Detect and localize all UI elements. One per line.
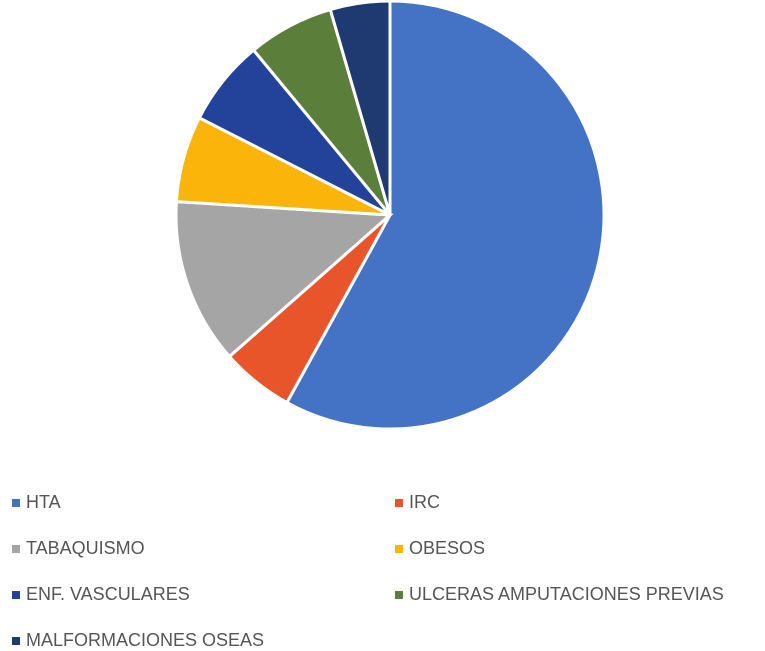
legend-label: ENF. VASCULARES <box>26 584 190 604</box>
pie-slice <box>174 199 394 359</box>
legend-label: ULCERAS AMPUTACIONES PREVIAS <box>409 584 724 604</box>
legend-swatch <box>12 545 20 553</box>
legend-label: HTA <box>26 492 61 512</box>
legend-swatch <box>12 591 20 599</box>
pie-slice <box>284 0 606 431</box>
legend-swatch <box>395 545 403 553</box>
legend-swatch <box>12 499 20 507</box>
legend-label: MALFORMACIONES OSEAS <box>26 630 264 650</box>
legend-label: OBESOS <box>409 538 485 558</box>
legend-label: TABAQUISMO <box>26 538 145 558</box>
legend-swatch <box>12 637 20 645</box>
pie-slice <box>328 0 392 216</box>
legend-label: IRC <box>409 492 440 512</box>
legend-swatch <box>395 499 403 507</box>
legend-swatch <box>395 591 403 599</box>
